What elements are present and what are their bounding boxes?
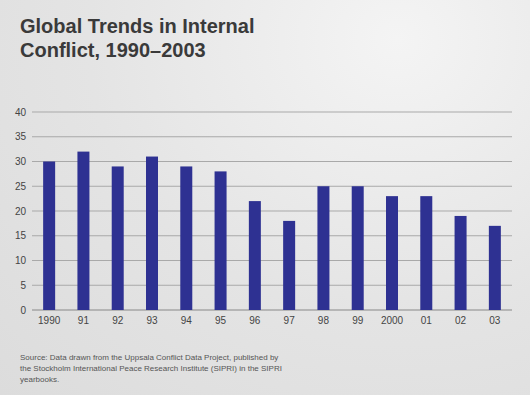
bar [283,221,295,310]
grid-line [32,260,512,261]
y-tick-label: 5 [20,280,26,291]
x-tick-label: 2000 [381,315,404,326]
bars [43,152,501,310]
bar [112,166,124,310]
bar [386,196,398,310]
y-tick-label: 0 [20,305,26,316]
bar [489,226,501,310]
x-tick-label: 1990 [38,315,61,326]
bar [215,171,227,310]
y-tick-label: 30 [15,156,27,167]
y-tick-label: 15 [15,230,27,241]
bar [180,166,192,310]
x-tick-label: 94 [181,315,193,326]
x-tick-label: 99 [352,315,364,326]
grid-line [32,161,512,162]
x-tick-label: 97 [284,315,296,326]
x-tick-label: 02 [455,315,467,326]
title: Global Trends in Internal Conflict, 1990… [20,14,320,62]
grid-line [32,136,512,137]
y-tick-label: 35 [15,131,27,142]
x-tick-label: 95 [215,315,227,326]
bar [420,196,432,310]
bar [146,157,158,310]
bar [352,186,364,310]
x-tick-label: 01 [421,315,433,326]
x-tick-label: 96 [249,315,261,326]
bar [77,152,89,310]
y-tick-label: 40 [15,107,27,118]
grid-line [32,285,512,286]
x-tick-label: 91 [78,315,90,326]
x-tick-label: 93 [146,315,158,326]
grid-line [32,235,512,236]
y-tick-label: 10 [15,255,27,266]
source-note: Source: Data drawn from the Uppsala Conf… [20,352,290,385]
bar [43,162,55,311]
x-tick-label: 92 [112,315,124,326]
bar [249,201,261,310]
bar [455,216,467,310]
y-tick-label: 20 [15,206,27,217]
chart: 0 5 10 15 20 25 30 35 40 1990 91 92 93 94 95 96 97 98 99 20… [0,0,530,395]
y-tick-label: 25 [15,181,27,192]
grid-line [32,310,512,311]
grid-line [32,211,512,212]
x-tick-label: 98 [318,315,330,326]
bar [317,186,329,310]
grid-line [32,112,512,113]
x-tick-label: 03 [489,315,501,326]
grid-line [32,186,512,187]
